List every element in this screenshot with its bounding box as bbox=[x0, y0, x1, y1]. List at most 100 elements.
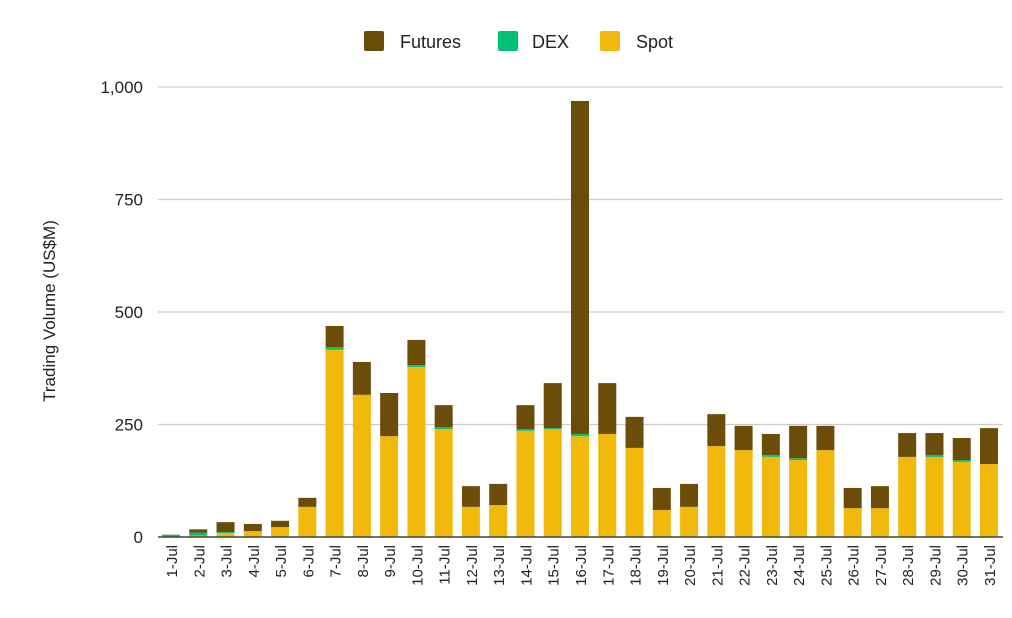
bar-futures-17-Jul bbox=[598, 383, 617, 434]
bar-dex-2-Jul bbox=[189, 532, 208, 536]
bar-spot-25-Jul bbox=[816, 450, 835, 537]
bar-futures-13-Jul bbox=[489, 483, 508, 506]
bar-futures-10-Jul bbox=[407, 339, 426, 366]
bar-futures-16-Jul bbox=[571, 100, 589, 434]
bar-spot-16-Jul bbox=[571, 436, 589, 537]
bar-futures-12-Jul bbox=[461, 486, 480, 507]
x-tick-label: 17-Jul bbox=[600, 545, 617, 586]
x-tick-label: 28-Jul bbox=[900, 545, 917, 586]
x-tick-label: 25-Jul bbox=[818, 545, 835, 586]
bar-dex-7-Jul bbox=[325, 347, 344, 350]
bar-dex-14-Jul bbox=[516, 429, 535, 431]
bar-spot-8-Jul bbox=[352, 394, 371, 537]
x-tick-label: 22-Jul bbox=[737, 545, 754, 586]
bar-futures-4-Jul bbox=[243, 523, 262, 532]
bar-dex-30-Jul bbox=[952, 460, 971, 462]
bar-futures-24-Jul bbox=[789, 425, 808, 459]
x-tick-label: 10-Jul bbox=[409, 545, 426, 586]
bar-dex-1-Jul bbox=[162, 535, 180, 537]
y-tick-label: 500 bbox=[115, 303, 143, 322]
bar-spot-18-Jul bbox=[625, 447, 644, 537]
bar-dex-24-Jul bbox=[789, 458, 808, 461]
y-axis-label: Trading Volume (US$M) bbox=[40, 220, 59, 402]
bar-futures-29-Jul bbox=[925, 433, 944, 456]
bar-spot-27-Jul bbox=[870, 508, 889, 537]
legend-label-futures: Futures bbox=[400, 32, 461, 52]
x-tick-label: 15-Jul bbox=[546, 545, 563, 586]
bar-spot-10-Jul bbox=[407, 366, 426, 537]
y-tick-label: 750 bbox=[115, 191, 143, 210]
bar-futures-21-Jul bbox=[707, 414, 726, 447]
x-tick-label: 8-Jul bbox=[355, 545, 372, 578]
bar-dex-16-Jul bbox=[571, 433, 589, 437]
bar-dex-3-Jul bbox=[216, 532, 235, 533]
bar-spot-30-Jul bbox=[952, 461, 971, 537]
bar-futures-5-Jul bbox=[271, 520, 290, 528]
bar-spot-28-Jul bbox=[898, 456, 917, 537]
x-tick-label: 24-Jul bbox=[791, 545, 808, 586]
bar-futures-9-Jul bbox=[380, 393, 399, 437]
x-tick-label: 13-Jul bbox=[491, 545, 508, 586]
bar-spot-5-Jul bbox=[271, 527, 290, 537]
bar-spot-21-Jul bbox=[707, 446, 726, 537]
bar-dex-29-Jul bbox=[925, 455, 944, 457]
legend-swatch-spot bbox=[600, 31, 620, 51]
bar-dex-15-Jul bbox=[543, 428, 562, 429]
bar-spot-24-Jul bbox=[789, 460, 808, 537]
x-tick-label: 16-Jul bbox=[573, 545, 590, 586]
x-tick-label: 2-Jul bbox=[191, 545, 208, 578]
legend-swatch-futures bbox=[364, 31, 384, 51]
bar-futures-25-Jul bbox=[816, 425, 835, 451]
bar-futures-6-Jul bbox=[298, 497, 317, 507]
bar-spot-19-Jul bbox=[652, 510, 671, 537]
bar-futures-15-Jul bbox=[543, 383, 562, 429]
bar-spot-31-Jul bbox=[980, 464, 998, 537]
bar-spot-12-Jul bbox=[461, 506, 480, 537]
bar-futures-30-Jul bbox=[952, 438, 971, 461]
x-tick-label: 6-Jul bbox=[300, 545, 317, 578]
x-tick-label: 26-Jul bbox=[846, 545, 863, 586]
x-tick-label: 14-Jul bbox=[518, 545, 535, 586]
legend-label-spot: Spot bbox=[636, 32, 673, 52]
x-tick-label: 7-Jul bbox=[328, 545, 345, 578]
x-tick-label: 21-Jul bbox=[709, 545, 726, 586]
x-tick-label: 4-Jul bbox=[246, 545, 263, 578]
bar-spot-26-Jul bbox=[843, 508, 862, 537]
bar-futures-27-Jul bbox=[870, 486, 889, 509]
bar-futures-3-Jul bbox=[216, 522, 235, 533]
x-tick-label: 1-Jul bbox=[164, 545, 181, 578]
bar-spot-17-Jul bbox=[598, 433, 617, 537]
bar-spot-15-Jul bbox=[543, 429, 562, 537]
bar-futures-28-Jul bbox=[898, 433, 917, 457]
bars bbox=[162, 100, 998, 538]
bar-spot-4-Jul bbox=[243, 531, 262, 537]
bar-spot-14-Jul bbox=[516, 430, 535, 537]
bar-futures-8-Jul bbox=[352, 361, 371, 395]
x-tick-label: 5-Jul bbox=[273, 545, 290, 578]
bar-spot-3-Jul bbox=[216, 532, 235, 537]
x-axis-ticks: 1-Jul 2-Jul 3-Jul 4-Jul 5-Jul 6-Jul 7-Jul 8-Jul… bbox=[164, 545, 999, 586]
x-tick-label: 18-Jul bbox=[628, 545, 645, 586]
bar-spot-23-Jul bbox=[761, 456, 780, 537]
bar-spot-22-Jul bbox=[734, 450, 753, 537]
bar-spot-9-Jul bbox=[380, 436, 399, 537]
x-tick-label: 31-Jul bbox=[982, 545, 999, 586]
y-tick-label: 250 bbox=[115, 416, 143, 435]
bar-futures-14-Jul bbox=[516, 405, 535, 429]
legend-swatch-dex bbox=[498, 31, 518, 51]
bar-futures-19-Jul bbox=[652, 487, 671, 510]
bar-spot-6-Jul bbox=[298, 506, 317, 537]
bar-futures-22-Jul bbox=[734, 425, 753, 451]
bar-futures-31-Jul bbox=[980, 428, 998, 465]
y-tick-label: 0 bbox=[134, 528, 143, 547]
bar-spot-13-Jul bbox=[489, 505, 508, 537]
bar-futures-1-Jul bbox=[162, 534, 180, 536]
x-tick-label: 23-Jul bbox=[764, 545, 781, 586]
x-tick-label: 9-Jul bbox=[382, 545, 399, 578]
bar-futures-11-Jul bbox=[434, 405, 453, 428]
x-tick-label: 11-Jul bbox=[437, 545, 454, 585]
x-tick-label: 20-Jul bbox=[682, 545, 699, 586]
bar-futures-26-Jul bbox=[843, 487, 862, 509]
bar-dex-23-Jul bbox=[761, 455, 780, 457]
